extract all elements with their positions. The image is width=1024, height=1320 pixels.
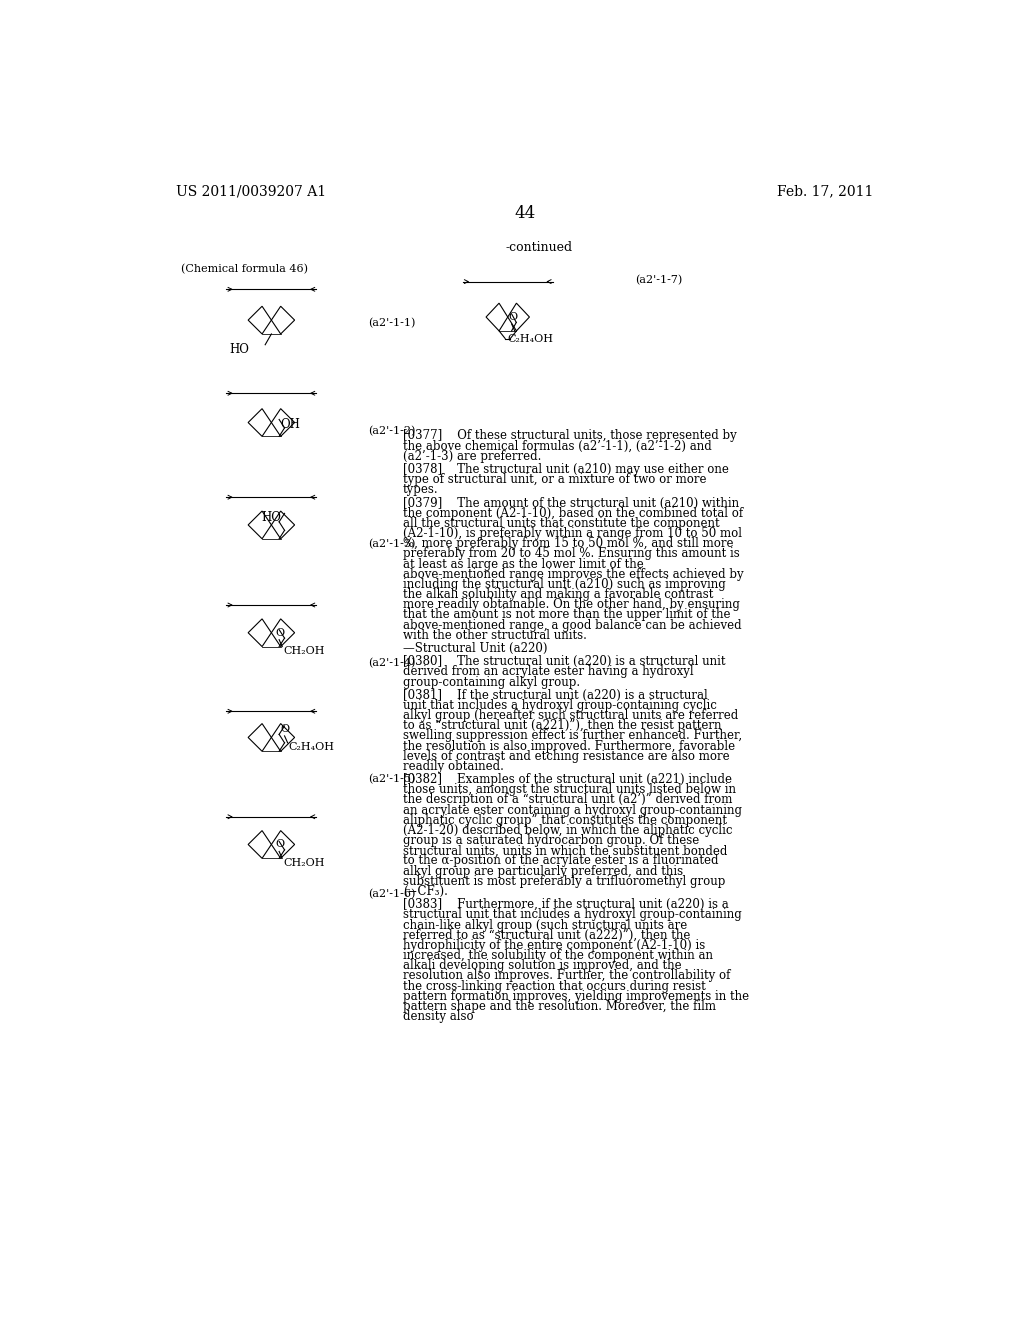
- Text: alkali developing solution is improved, and the: alkali developing solution is improved, …: [403, 960, 682, 973]
- Text: those units, amongst the structural units listed below in: those units, amongst the structural unit…: [403, 783, 736, 796]
- Text: HO: HO: [261, 511, 282, 524]
- Text: 44: 44: [514, 206, 536, 223]
- Text: type of structural unit, or a mixture of two or more: type of structural unit, or a mixture of…: [403, 473, 707, 486]
- Text: (A2-1-10), is preferably within a range from 10 to 50 mol: (A2-1-10), is preferably within a range …: [403, 527, 742, 540]
- Text: (−CF₃).: (−CF₃).: [403, 884, 449, 898]
- Text: hydrophilicity of the entire component (A2-1-10) is: hydrophilicity of the entire component (…: [403, 939, 706, 952]
- Text: (a2'-1-3): (a2'-1-3): [369, 539, 416, 549]
- Text: at least as large as the lower limit of the: at least as large as the lower limit of …: [403, 557, 644, 570]
- Text: density also: density also: [403, 1010, 474, 1023]
- Text: HO: HO: [229, 343, 250, 356]
- Text: group-containing alkyl group.: group-containing alkyl group.: [403, 676, 581, 689]
- Text: an acrylate ester containing a hydroxyl group-containing: an acrylate ester containing a hydroxyl …: [403, 804, 742, 817]
- Text: (a2'-1-5): (a2'-1-5): [369, 774, 416, 784]
- Text: substituent is most preferably a trifluoromethyl group: substituent is most preferably a trifluo…: [403, 875, 725, 888]
- Text: [0380]    The structural unit (a220) is a structural unit: [0380] The structural unit (a220) is a s…: [403, 655, 726, 668]
- Text: %, more preferably from 15 to 50 mol %, and still more: %, more preferably from 15 to 50 mol %, …: [403, 537, 733, 550]
- Text: derived from an acrylate ester having a hydroxyl: derived from an acrylate ester having a …: [403, 665, 693, 678]
- Text: pattern shape and the resolution. Moreover, the film: pattern shape and the resolution. Moreov…: [403, 999, 716, 1012]
- Text: aliphatic cyclic group” that constitutes the component: aliphatic cyclic group” that constitutes…: [403, 814, 727, 826]
- Text: more readily obtainable. On the other hand, by ensuring: more readily obtainable. On the other ha…: [403, 598, 740, 611]
- Text: CH₂OH: CH₂OH: [283, 858, 325, 869]
- Text: US 2011/0039207 A1: US 2011/0039207 A1: [176, 185, 327, 198]
- Text: unit that includes a hydroxyl group-containing cyclic: unit that includes a hydroxyl group-cont…: [403, 700, 717, 711]
- Text: swelling suppression effect is further enhanced. Further,: swelling suppression effect is further e…: [403, 730, 742, 742]
- Text: above-mentioned range improves the effects achieved by: above-mentioned range improves the effec…: [403, 568, 743, 581]
- Text: [0381]    If the structural unit (a220) is a structural: [0381] If the structural unit (a220) is …: [403, 689, 708, 702]
- Text: the cross-linking reaction that occurs during resist: the cross-linking reaction that occurs d…: [403, 979, 706, 993]
- Text: (a2’-1-3) are preferred.: (a2’-1-3) are preferred.: [403, 450, 542, 463]
- Text: CH₂OH: CH₂OH: [283, 647, 325, 656]
- Text: the description of a “structural unit (a2’)” derived from: the description of a “structural unit (a…: [403, 793, 732, 807]
- Text: the alkali solubility and making a favorable contrast: the alkali solubility and making a favor…: [403, 589, 714, 601]
- Text: group is a saturated hydrocarbon group. Of these: group is a saturated hydrocarbon group. …: [403, 834, 699, 847]
- Text: (a2'-1-6): (a2'-1-6): [369, 890, 416, 900]
- Text: Feb. 17, 2011: Feb. 17, 2011: [777, 185, 873, 198]
- Text: C₂H₄OH: C₂H₄OH: [508, 334, 554, 343]
- Text: (a2'-1-4): (a2'-1-4): [369, 659, 416, 669]
- Text: [0383]    Furthermore, if the structural unit (a220) is a: [0383] Furthermore, if the structural un…: [403, 898, 729, 911]
- Text: to as “structural unit (a221)”), then the resist pattern: to as “structural unit (a221)”), then th…: [403, 719, 722, 733]
- Text: referred to as “structural unit (a222)”), then the: referred to as “structural unit (a222)”)…: [403, 929, 690, 941]
- Text: (Chemical formula 46): (Chemical formula 46): [180, 264, 307, 275]
- Text: [0382]    Examples of the structural unit (a221) include: [0382] Examples of the structural unit (…: [403, 774, 732, 787]
- Text: -continued: -continued: [505, 240, 572, 253]
- Text: pattern formation improves, yielding improvements in the: pattern formation improves, yielding imp…: [403, 990, 750, 1003]
- Text: —Structural Unit (a220): —Structural Unit (a220): [403, 642, 548, 655]
- Text: O: O: [509, 312, 518, 322]
- Text: resolution also improves. Further, the controllability of: resolution also improves. Further, the c…: [403, 969, 730, 982]
- Text: O: O: [275, 840, 285, 850]
- Text: levels of contrast and etching resistance are also more: levels of contrast and etching resistanc…: [403, 750, 730, 763]
- Text: structural unit that includes a hydroxyl group-containing: structural unit that includes a hydroxyl…: [403, 908, 741, 921]
- Text: (a2'-1-1): (a2'-1-1): [369, 318, 416, 329]
- Text: readily obtained.: readily obtained.: [403, 760, 504, 774]
- Text: all the structural units that constitute the component: all the structural units that constitute…: [403, 517, 720, 529]
- Text: alkyl group are particularly preferred, and this: alkyl group are particularly preferred, …: [403, 865, 683, 878]
- Text: the component (A2-1-10), based on the combined total of: the component (A2-1-10), based on the co…: [403, 507, 743, 520]
- Text: OH: OH: [281, 417, 301, 430]
- Text: C₂H₄OH: C₂H₄OH: [289, 742, 335, 752]
- Text: to the α-position of the acrylate ester is a fluorinated: to the α-position of the acrylate ester …: [403, 854, 719, 867]
- Text: the above chemical formulas (a2’-1-1), (a2’-1-2) and: the above chemical formulas (a2’-1-1), (…: [403, 440, 712, 453]
- Text: O: O: [275, 628, 285, 638]
- Text: O: O: [281, 723, 290, 734]
- Text: alkyl group (hereafter such structural units are referred: alkyl group (hereafter such structural u…: [403, 709, 738, 722]
- Text: the resolution is also improved. Furthermore, favorable: the resolution is also improved. Further…: [403, 739, 735, 752]
- Text: structural units, units in which the substituent bonded: structural units, units in which the sub…: [403, 845, 727, 857]
- Text: that the amount is not more than the upper limit of the: that the amount is not more than the upp…: [403, 609, 731, 622]
- Text: (a2'-1-2): (a2'-1-2): [369, 426, 416, 436]
- Text: [0377]    Of these structural units, those represented by: [0377] Of these structural units, those …: [403, 429, 737, 442]
- Text: including the structural unit (a210) such as improving: including the structural unit (a210) suc…: [403, 578, 726, 591]
- Text: preferably from 20 to 45 mol %. Ensuring this amount is: preferably from 20 to 45 mol %. Ensuring…: [403, 548, 740, 561]
- Text: increased, the solubility of the component within an: increased, the solubility of the compone…: [403, 949, 713, 962]
- Text: (a2'-1-7): (a2'-1-7): [636, 275, 683, 285]
- Text: with the other structural units.: with the other structural units.: [403, 628, 587, 642]
- Text: types.: types.: [403, 483, 438, 496]
- Text: chain-like alkyl group (such structural units are: chain-like alkyl group (such structural …: [403, 919, 687, 932]
- Text: (A2-1-20) described below, in which the aliphatic cyclic: (A2-1-20) described below, in which the …: [403, 824, 732, 837]
- Text: [0379]    The amount of the structural unit (a210) within: [0379] The amount of the structural unit…: [403, 496, 739, 510]
- Text: [0378]    The structural unit (a210) may use either one: [0378] The structural unit (a210) may us…: [403, 463, 729, 477]
- Text: above-mentioned range, a good balance can be achieved: above-mentioned range, a good balance ca…: [403, 619, 741, 631]
